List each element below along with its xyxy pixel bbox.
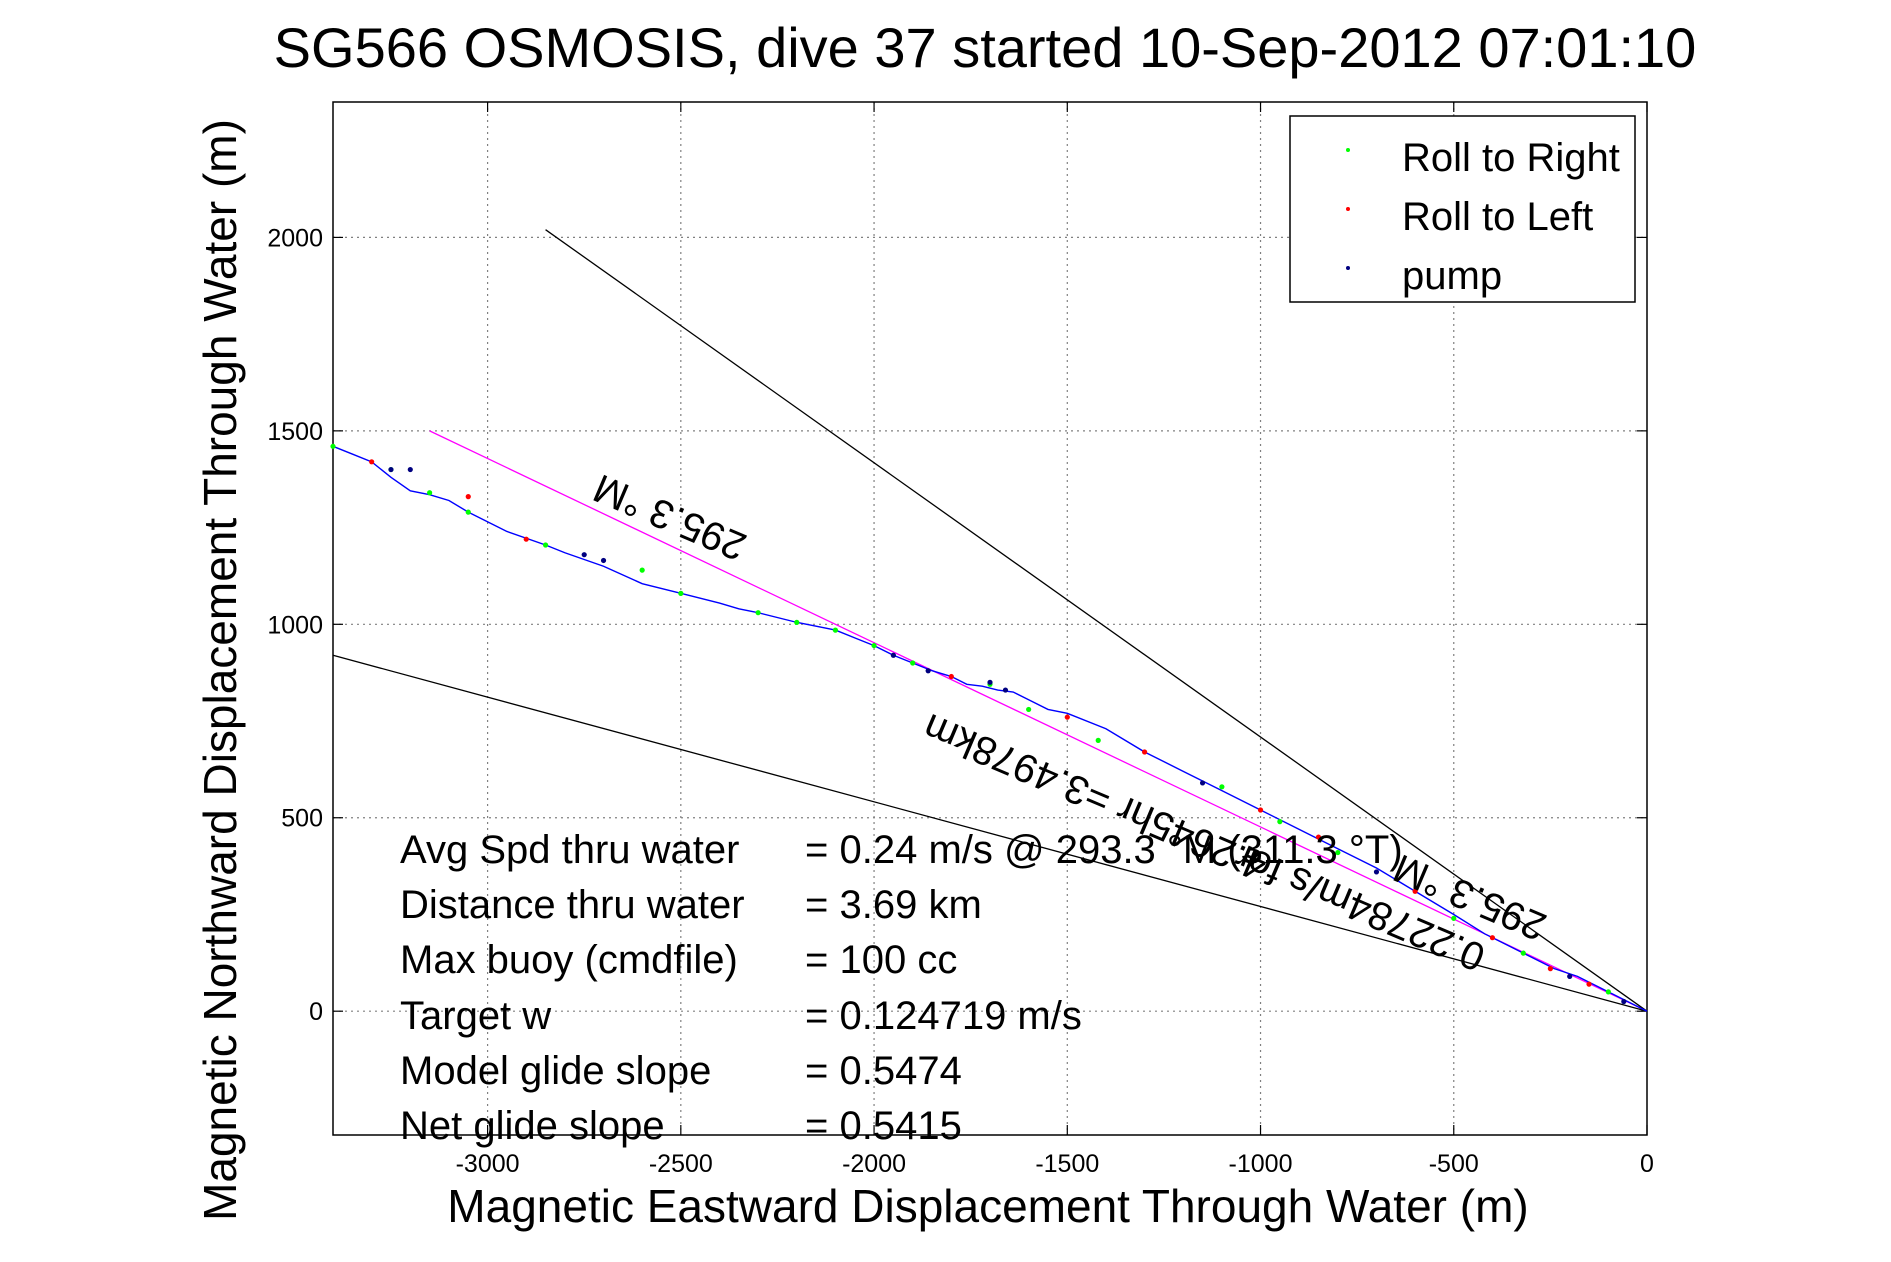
pump-marker — [407, 466, 413, 473]
chart-title: SG566 OSMOSIS, dive 37 started 10-Sep-20… — [274, 16, 1697, 79]
reference-line — [545, 229, 1648, 1012]
roll-left-marker — [1412, 888, 1418, 894]
roll-right-marker — [910, 660, 916, 666]
roll-right-marker — [794, 619, 800, 625]
pump-marker — [1621, 998, 1627, 1005]
reference-line — [429, 430, 1648, 1012]
roll-left-marker — [1586, 981, 1592, 987]
roll-right-marker — [1335, 849, 1341, 856]
pump-marker — [987, 679, 993, 685]
stat-value-5: = 0.5415 — [805, 1104, 962, 1148]
pump-marker — [1373, 869, 1380, 875]
x-tick-label: 0 — [1640, 1150, 1654, 1178]
x-tick-label: -1500 — [1035, 1150, 1099, 1178]
x-tick-label: -2500 — [649, 1150, 713, 1178]
stat-value-2: = 100 cc — [805, 938, 957, 982]
legend-marker-roll-right — [1346, 148, 1350, 152]
y-axis-label: Magnetic Northward Displacement Through … — [194, 119, 246, 1221]
grid-layer — [333, 102, 1647, 1135]
roll-right-marker — [330, 443, 336, 449]
stat-value-4: = 0.5474 — [805, 1049, 962, 1093]
x-axis-label: Magnetic Eastward Displacement Through W… — [447, 1180, 1528, 1232]
roll-left-marker — [1547, 966, 1553, 972]
legend-marker-roll-left — [1346, 207, 1350, 211]
legend: Roll to Right Roll to Left pump — [1289, 115, 1636, 303]
ticks-layer: -3000 -2500 -2000 -1500 -1000 -500 0 0 500 1000 15… — [267, 102, 1654, 1178]
x-tick-label: -1000 — [1229, 1150, 1293, 1178]
markers-layer — [330, 443, 1627, 1005]
x-tick-label: -500 — [1429, 1150, 1479, 1178]
legend-label-roll-left: Roll to Left — [1402, 195, 1593, 239]
stats-block: Avg Spd thru water = 0.24 m/s @ 293.3 °M… — [400, 828, 1403, 1148]
pump-marker — [890, 652, 896, 658]
legend-label-pump: pump — [1402, 254, 1502, 298]
roll-right-marker — [542, 542, 549, 548]
lines-layer — [332, 229, 1648, 1012]
stat-value-0: = 0.24 m/s @ 293.3 °M (311.3 °T) — [805, 828, 1403, 872]
pump-marker — [388, 466, 394, 473]
legend-marker-pump — [1346, 266, 1350, 270]
stat-label-0: Avg Spd thru water — [400, 828, 739, 872]
plot-frame — [332, 101, 1648, 1136]
y-tick-label: 500 — [281, 805, 323, 833]
roll-left-marker — [948, 673, 954, 680]
stat-label-3: Target w — [400, 994, 551, 1038]
roll-left-marker — [1315, 834, 1322, 840]
legend-label-roll-right: Roll to Right — [1402, 136, 1620, 180]
roll-left-marker — [1064, 714, 1070, 720]
stat-value-3: = 0.124719 m/s — [805, 994, 1082, 1038]
pump-marker — [1199, 780, 1206, 786]
y-tick-label: 2000 — [267, 224, 323, 252]
roll-left-marker — [1489, 935, 1496, 941]
stat-label-2: Max buoy (cmdfile) — [400, 938, 738, 982]
roll-right-marker — [871, 642, 877, 649]
stat-label-5: Net glide slope — [400, 1104, 665, 1148]
roll-right-marker — [427, 490, 433, 496]
heading-annotation-upper: 295.3 °M — [587, 465, 752, 568]
y-tick-label: 1000 — [267, 611, 323, 639]
roll-right-marker — [1095, 737, 1101, 743]
roll-right-marker — [465, 509, 471, 515]
pump-marker — [1567, 973, 1573, 979]
pump-marker — [600, 557, 607, 564]
roll-right-marker — [1026, 706, 1032, 713]
pump-marker — [1002, 687, 1009, 693]
stat-value-1: = 3.69 km — [805, 883, 982, 927]
roll-right-marker — [755, 610, 761, 616]
roll-left-marker — [369, 459, 375, 465]
roll-left-marker — [523, 536, 529, 542]
roll-right-marker — [1451, 915, 1457, 921]
track-line — [332, 445, 1648, 1012]
x-tick-label: -2000 — [842, 1150, 906, 1178]
x-tick-label: -3000 — [456, 1150, 520, 1178]
roll-left-marker — [465, 494, 471, 500]
pump-marker — [925, 668, 931, 674]
roll-right-marker — [832, 627, 839, 633]
y-tick-label: 0 — [309, 998, 323, 1026]
roll-left-marker — [1257, 807, 1264, 813]
roll-right-marker — [1520, 950, 1526, 956]
pump-marker — [581, 552, 587, 558]
roll-right-marker — [1219, 784, 1225, 790]
y-tick-label: 1500 — [267, 418, 323, 446]
roll-right-marker — [1605, 989, 1611, 995]
roll-right-marker — [639, 567, 645, 573]
stat-label-4: Model glide slope — [400, 1049, 711, 1093]
roll-left-marker — [1141, 749, 1148, 755]
roll-right-marker — [1277, 819, 1283, 825]
stat-label-1: Distance thru water — [400, 883, 745, 927]
roll-right-marker — [678, 590, 684, 596]
reference-line — [332, 654, 1648, 1012]
